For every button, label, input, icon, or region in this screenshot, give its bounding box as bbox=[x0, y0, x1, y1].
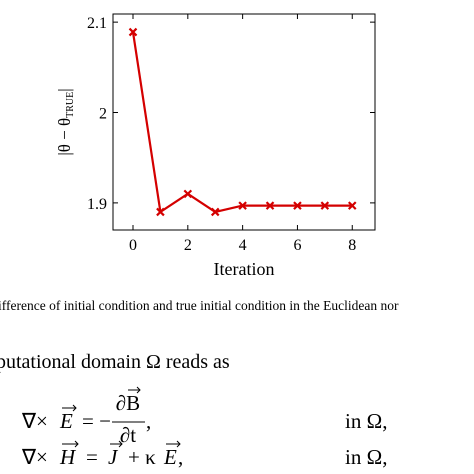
eq-var: H bbox=[59, 445, 77, 469]
equation: ∇× H = J + κ E , in Ω, bbox=[21, 440, 387, 469]
vector-arrow bbox=[166, 440, 181, 448]
eq-operator: ∇× bbox=[21, 445, 48, 469]
eq-end: , bbox=[178, 445, 183, 469]
marker bbox=[128, 27, 138, 37]
x-tick-label: 6 bbox=[293, 237, 301, 254]
vector-arrow bbox=[62, 404, 77, 412]
marker bbox=[265, 201, 275, 210]
x-tick-label: 0 bbox=[129, 237, 137, 254]
eq-end: , bbox=[146, 409, 151, 433]
y-axis-label-part: |θ − θ bbox=[55, 118, 74, 156]
y-axis-label-part: TRUE bbox=[65, 92, 76, 118]
marker bbox=[183, 189, 193, 199]
marker bbox=[238, 201, 247, 210]
eq-den: ∂t bbox=[120, 423, 136, 447]
eq-var: E bbox=[163, 445, 177, 469]
body-text: putational domain Ω reads as bbox=[0, 351, 230, 373]
plot-frame bbox=[112, 13, 376, 231]
eq-var: E bbox=[59, 409, 73, 433]
x-tick-label: 8 bbox=[348, 237, 356, 254]
vector-arrow bbox=[62, 440, 79, 448]
chart: 1.9 2 2.1 0 2 4 6 8 Iteration |θ − θTRUE| bbox=[55, 13, 376, 279]
figure-caption: ifference of initial condition and true … bbox=[0, 298, 399, 313]
marker bbox=[347, 201, 357, 210]
vector-arrow bbox=[110, 440, 123, 448]
x-tick-label: 2 bbox=[184, 237, 192, 254]
eq-plus: + κ bbox=[128, 445, 156, 469]
vector-arrow bbox=[128, 386, 141, 394]
eq-rel: = − bbox=[82, 409, 111, 433]
eq-rel: = bbox=[86, 445, 98, 469]
eq-var: J bbox=[108, 445, 119, 469]
eq-domain: in Ω, bbox=[345, 409, 387, 433]
marker bbox=[156, 207, 165, 217]
data-line bbox=[131, 31, 353, 214]
equation: ∇× E = − ∂B ∂t , in Ω, bbox=[21, 386, 387, 447]
y-tick-label: 2.1 bbox=[87, 15, 107, 32]
marker bbox=[320, 201, 330, 210]
marker bbox=[293, 201, 302, 210]
eq-operator: ∇× bbox=[21, 409, 48, 433]
marker bbox=[210, 207, 220, 217]
eq-num: ∂B bbox=[116, 391, 140, 415]
eq-domain: in Ω, bbox=[345, 445, 387, 469]
y-axis-label-part: | bbox=[55, 88, 74, 91]
x-axis-label: Iteration bbox=[214, 259, 275, 279]
y-tick-label: 2 bbox=[99, 106, 107, 123]
x-tick-label: 4 bbox=[239, 237, 247, 254]
y-tick-label: 1.9 bbox=[87, 196, 107, 213]
y-axis-label: |θ − θTRUE| bbox=[55, 88, 76, 155]
